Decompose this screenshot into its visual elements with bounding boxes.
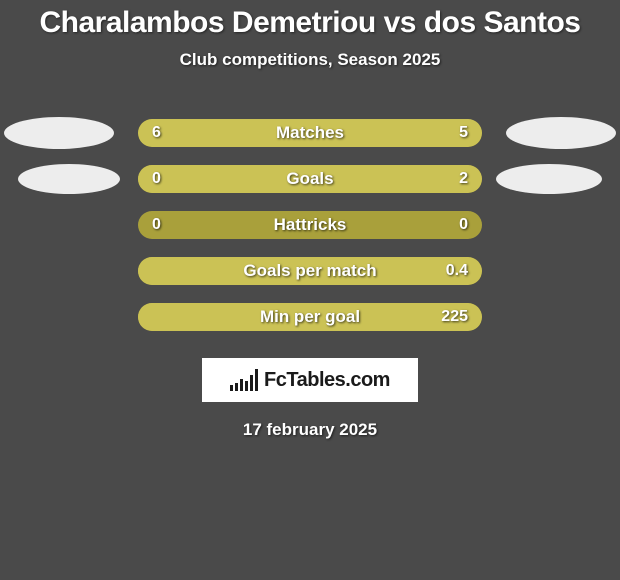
stat-label: Hattricks: [138, 215, 482, 235]
bar-track: Matches6 5: [138, 119, 482, 147]
date-text: 17 february 2025: [0, 420, 620, 440]
stat-row: Min per goal225: [0, 294, 620, 340]
bar-track: Hattricks0 0: [138, 211, 482, 239]
stat-value-right: 0.4: [446, 262, 468, 280]
stat-label: Goals: [138, 169, 482, 189]
logo-text: FcTables.com: [264, 369, 390, 392]
page-title: Charalambos Demetriou vs dos Santos: [0, 0, 620, 40]
stat-value-right: 5: [459, 124, 468, 142]
logo-chart-icon: [230, 369, 258, 391]
stat-label: Goals per match: [138, 261, 482, 281]
right-ellipse: [506, 117, 616, 149]
stat-value-left: 6: [152, 124, 161, 142]
bar-track: Min per goal225: [138, 303, 482, 331]
left-ellipse: [18, 164, 120, 194]
stat-value-right: 2: [459, 170, 468, 188]
left-ellipse: [4, 117, 114, 149]
stat-value-right: 225: [441, 308, 468, 326]
subtitle: Club competitions, Season 2025: [0, 50, 620, 70]
stat-label: Matches: [138, 123, 482, 143]
stat-row: Goals per match0.4: [0, 248, 620, 294]
stat-label: Min per goal: [138, 307, 482, 327]
stat-row: Goals0 2: [0, 156, 620, 202]
logo-box: FcTables.com: [202, 358, 418, 402]
bar-track: Goals0 2: [138, 165, 482, 193]
right-ellipse: [496, 164, 602, 194]
comparison-infographic: Charalambos Demetriou vs dos Santos Club…: [0, 0, 620, 580]
stat-value-left: 0: [152, 170, 161, 188]
stat-value-left: 0: [152, 216, 161, 234]
stat-row: Matches6 5: [0, 110, 620, 156]
stat-value-right: 0: [459, 216, 468, 234]
stat-row: Hattricks0 0: [0, 202, 620, 248]
bar-track: Goals per match0.4: [138, 257, 482, 285]
chart-area: Matches65Goals02Hattricks00Goals per mat…: [0, 110, 620, 340]
